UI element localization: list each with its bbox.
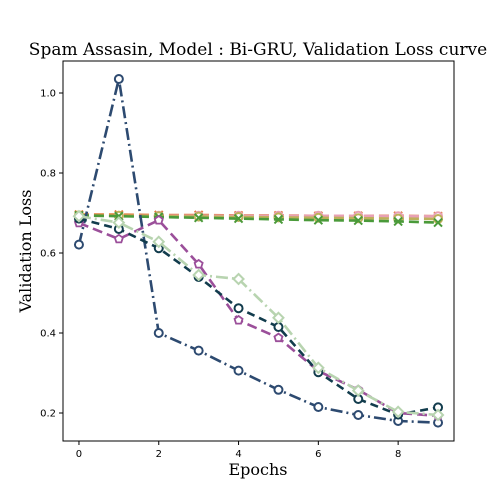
data-point xyxy=(112,216,126,230)
data-point xyxy=(351,384,365,398)
series-4 xyxy=(73,74,444,428)
data-point xyxy=(353,410,364,420)
series-7 xyxy=(72,209,445,422)
y-tick-label: 1.0 xyxy=(40,89,56,100)
data-point xyxy=(73,239,84,250)
series-layer xyxy=(72,74,445,428)
y-axis: 0.2 0.4 0.6 0.8 1.0 xyxy=(40,89,63,420)
y-tick-label: 0.8 xyxy=(40,169,56,180)
series-line xyxy=(77,78,439,424)
data-point xyxy=(391,405,405,419)
data-point xyxy=(313,215,324,225)
x-axis: 0 2 4 6 8 xyxy=(76,441,401,460)
y-tick-label: 0.6 xyxy=(40,249,56,260)
data-point xyxy=(311,361,325,375)
x-tick-label: 4 xyxy=(235,449,241,460)
data-point xyxy=(153,214,164,225)
series-line xyxy=(78,214,439,417)
data-point xyxy=(193,345,204,356)
data-point xyxy=(273,332,284,343)
data-point xyxy=(353,215,363,226)
data-point xyxy=(233,303,244,314)
series-6 xyxy=(73,213,444,420)
data-point xyxy=(233,213,244,224)
data-point xyxy=(272,311,285,325)
data-point xyxy=(233,365,244,376)
series-5 xyxy=(73,214,444,421)
data-point xyxy=(193,213,204,223)
data-point xyxy=(72,209,86,223)
series-line xyxy=(78,217,439,416)
x-tick-label: 6 xyxy=(315,449,321,460)
data-point xyxy=(232,272,245,286)
plot-frame xyxy=(62,60,455,442)
data-point xyxy=(152,235,166,249)
x-tick-label: 8 xyxy=(395,449,401,460)
y-axis-label: Validation Loss xyxy=(16,190,35,314)
y-tick-label: 0.4 xyxy=(40,329,56,340)
data-point xyxy=(192,268,206,282)
y-tick-label: 0.2 xyxy=(40,409,56,420)
data-point xyxy=(233,314,244,325)
data-point xyxy=(393,216,403,227)
data-point xyxy=(273,214,284,225)
chart-title: Spam Assasin, Model : Bi-GRU, Validation… xyxy=(29,40,487,60)
series-line xyxy=(78,218,439,418)
data-point xyxy=(431,408,445,422)
data-point xyxy=(313,402,324,412)
data-point xyxy=(433,217,443,228)
data-point xyxy=(193,258,204,269)
data-point xyxy=(113,74,124,84)
x-tick-label: 2 xyxy=(156,449,162,460)
data-point xyxy=(113,233,124,244)
x-axis-label: Epochs xyxy=(228,460,287,479)
data-point xyxy=(273,384,284,395)
x-tick-label: 0 xyxy=(76,449,82,460)
data-point xyxy=(153,328,164,338)
